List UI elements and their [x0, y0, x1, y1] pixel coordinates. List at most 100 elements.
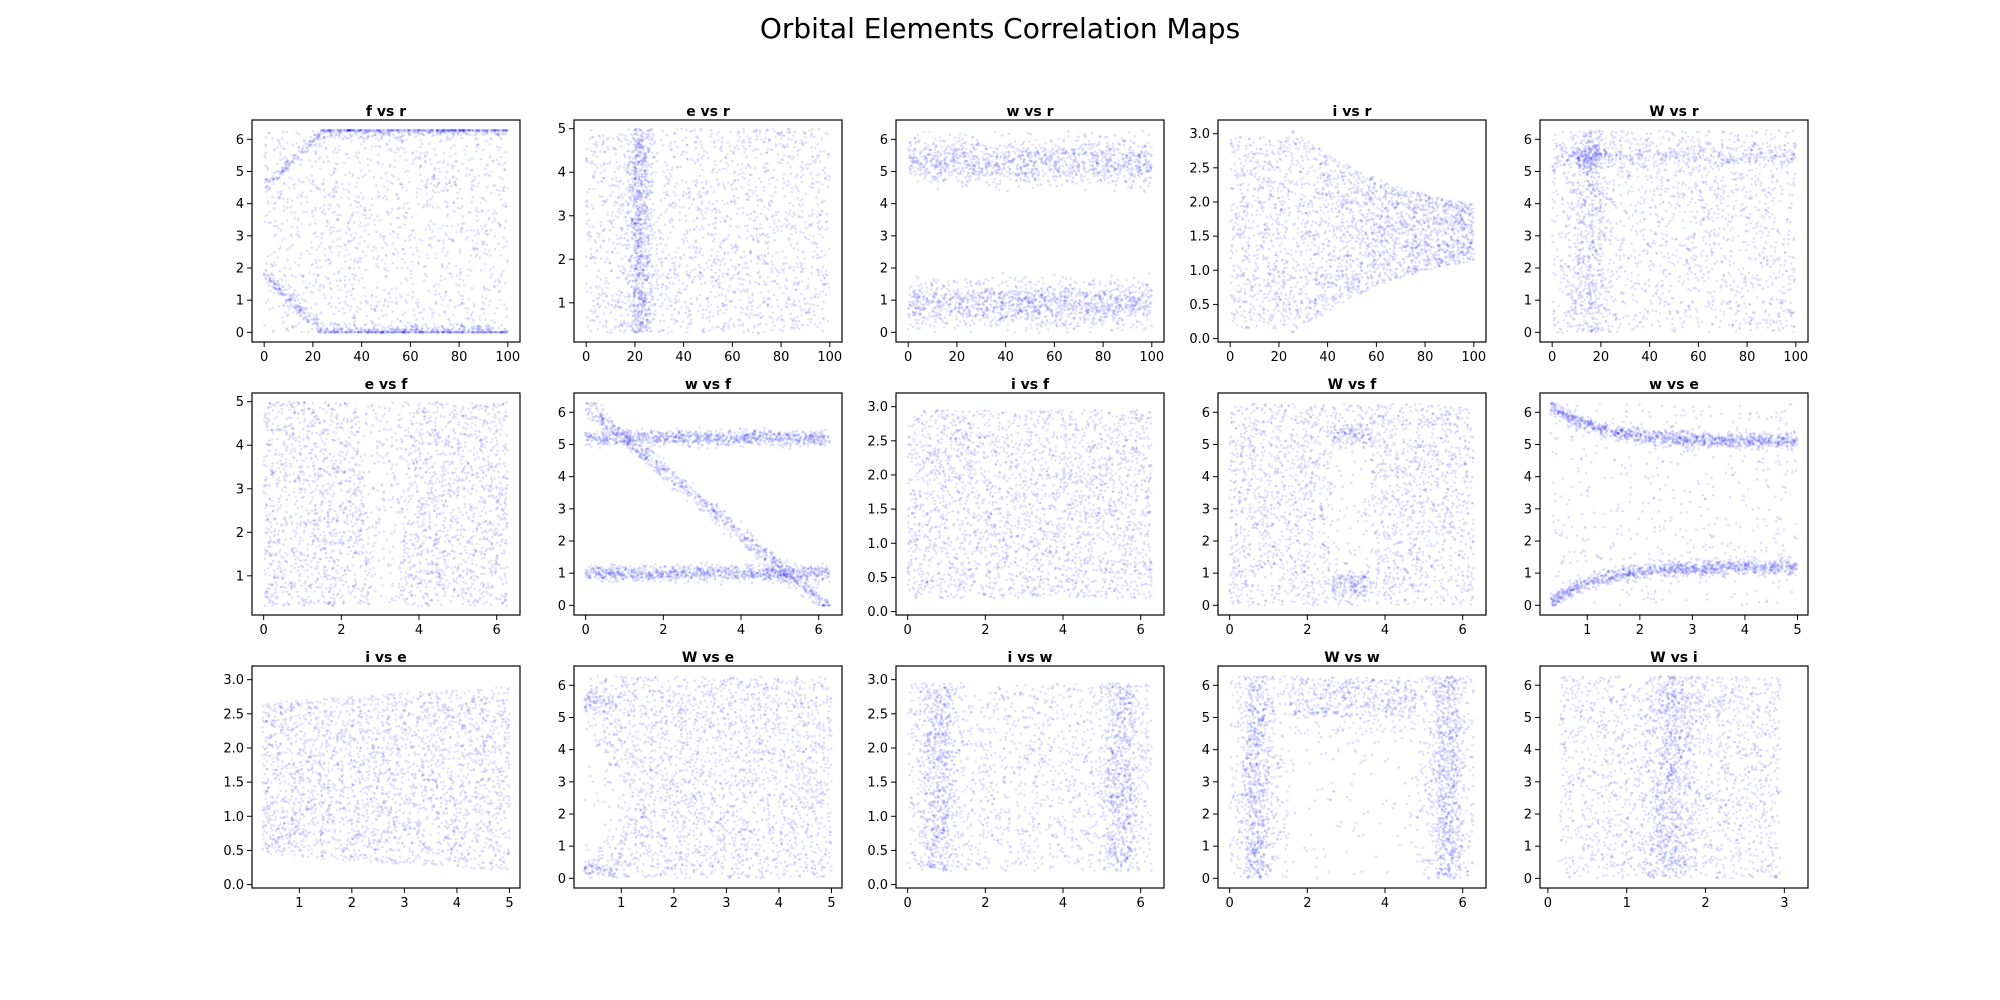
scatter-point — [809, 321, 812, 324]
scatter-point — [430, 182, 433, 185]
scatter-point — [399, 320, 402, 323]
scatter-point — [289, 247, 292, 250]
scatter-point — [289, 267, 292, 270]
scatter-point — [759, 275, 762, 278]
scatter-point — [772, 177, 775, 180]
scatter-point — [497, 284, 500, 287]
scatter-point — [641, 250, 644, 253]
scatter-point — [268, 188, 271, 191]
scatter-point — [586, 291, 589, 294]
scatter-point — [305, 176, 308, 179]
scatter-point — [816, 254, 819, 257]
scatter-point — [405, 189, 408, 192]
scatter-point — [718, 211, 721, 214]
scatter-point — [320, 322, 323, 325]
scatter-point — [585, 255, 588, 258]
scatter-point — [820, 250, 823, 253]
scatter-point — [489, 254, 492, 257]
scatter-point — [457, 207, 460, 210]
scatter-point — [756, 135, 759, 138]
scatter-point — [699, 164, 702, 167]
scatter-point — [408, 235, 411, 238]
scatter-point — [448, 262, 451, 265]
scatter-point — [730, 244, 733, 247]
scatter-point — [603, 312, 606, 315]
scatter-point — [452, 326, 455, 329]
scatter-point — [498, 194, 501, 197]
scatter-point — [611, 251, 614, 254]
scatter-point — [333, 195, 336, 198]
scatter-point — [782, 292, 785, 295]
scatter-point — [292, 292, 295, 295]
scatter-point — [626, 325, 629, 328]
scatter-point — [317, 273, 320, 276]
scatter-point — [333, 131, 336, 134]
scatter-point — [499, 223, 502, 226]
scatter-point — [340, 132, 343, 135]
scatter-point — [279, 154, 282, 157]
scatter-point — [309, 271, 312, 274]
scatter-point — [676, 128, 679, 131]
scatter-point — [368, 329, 371, 332]
scatter-point — [778, 316, 781, 319]
scatter-point — [499, 254, 502, 257]
scatter-point — [459, 268, 462, 271]
scatter-point — [419, 146, 422, 149]
scatter-point — [308, 179, 311, 182]
scatter-point — [707, 207, 710, 210]
scatter-point — [611, 211, 614, 214]
scatter-point — [771, 317, 774, 320]
scatter-point — [392, 182, 395, 185]
scatter-point — [283, 182, 286, 185]
scatter-point — [337, 285, 340, 288]
scatter-point — [496, 146, 499, 149]
scatter-point — [471, 328, 474, 331]
scatter-point — [741, 163, 744, 166]
scatter-point — [377, 266, 380, 269]
scatter-point — [720, 260, 723, 263]
scatter-point — [411, 216, 414, 219]
scatter-point — [323, 208, 326, 211]
scatter-point — [777, 161, 780, 164]
scatter-point — [298, 293, 301, 296]
scatter-point — [717, 184, 720, 187]
scatter-point — [446, 215, 449, 218]
scatter-point — [485, 200, 488, 203]
scatter-point — [499, 163, 502, 166]
scatter-point — [431, 135, 434, 138]
scatter-point — [717, 326, 720, 329]
scatter-point — [819, 150, 822, 153]
scatter-point — [655, 221, 658, 224]
scatter-point — [442, 242, 445, 245]
scatter-point — [397, 233, 400, 236]
scatter-point — [421, 324, 424, 327]
scatter-point — [714, 295, 717, 298]
scatter-point — [752, 299, 755, 302]
scatter-point — [282, 321, 285, 324]
scatter-point — [367, 135, 370, 138]
scatter-point — [311, 174, 314, 177]
scatter-point — [618, 133, 621, 136]
scatter-point — [481, 307, 484, 310]
scatter-point — [449, 299, 452, 302]
scatter-point — [348, 253, 351, 256]
scatter-point — [745, 156, 748, 159]
scatter-point — [387, 326, 390, 329]
scatter-point — [305, 147, 308, 150]
scatter-point — [790, 233, 793, 236]
scatter-point — [740, 277, 743, 280]
scatter-point — [496, 189, 499, 192]
scatter-point — [738, 271, 741, 274]
scatter-point — [431, 316, 434, 319]
scatter-point — [436, 161, 439, 164]
scatter-point — [465, 238, 468, 241]
scatter-point — [602, 177, 605, 180]
scatter-point — [376, 258, 379, 261]
scatter-point — [371, 321, 374, 324]
scatter-point — [673, 155, 676, 158]
scatter-point — [392, 252, 395, 255]
scatter-point — [265, 190, 268, 193]
scatter-point — [341, 267, 344, 270]
scatter-point — [719, 169, 722, 172]
scatter-point — [496, 307, 499, 310]
